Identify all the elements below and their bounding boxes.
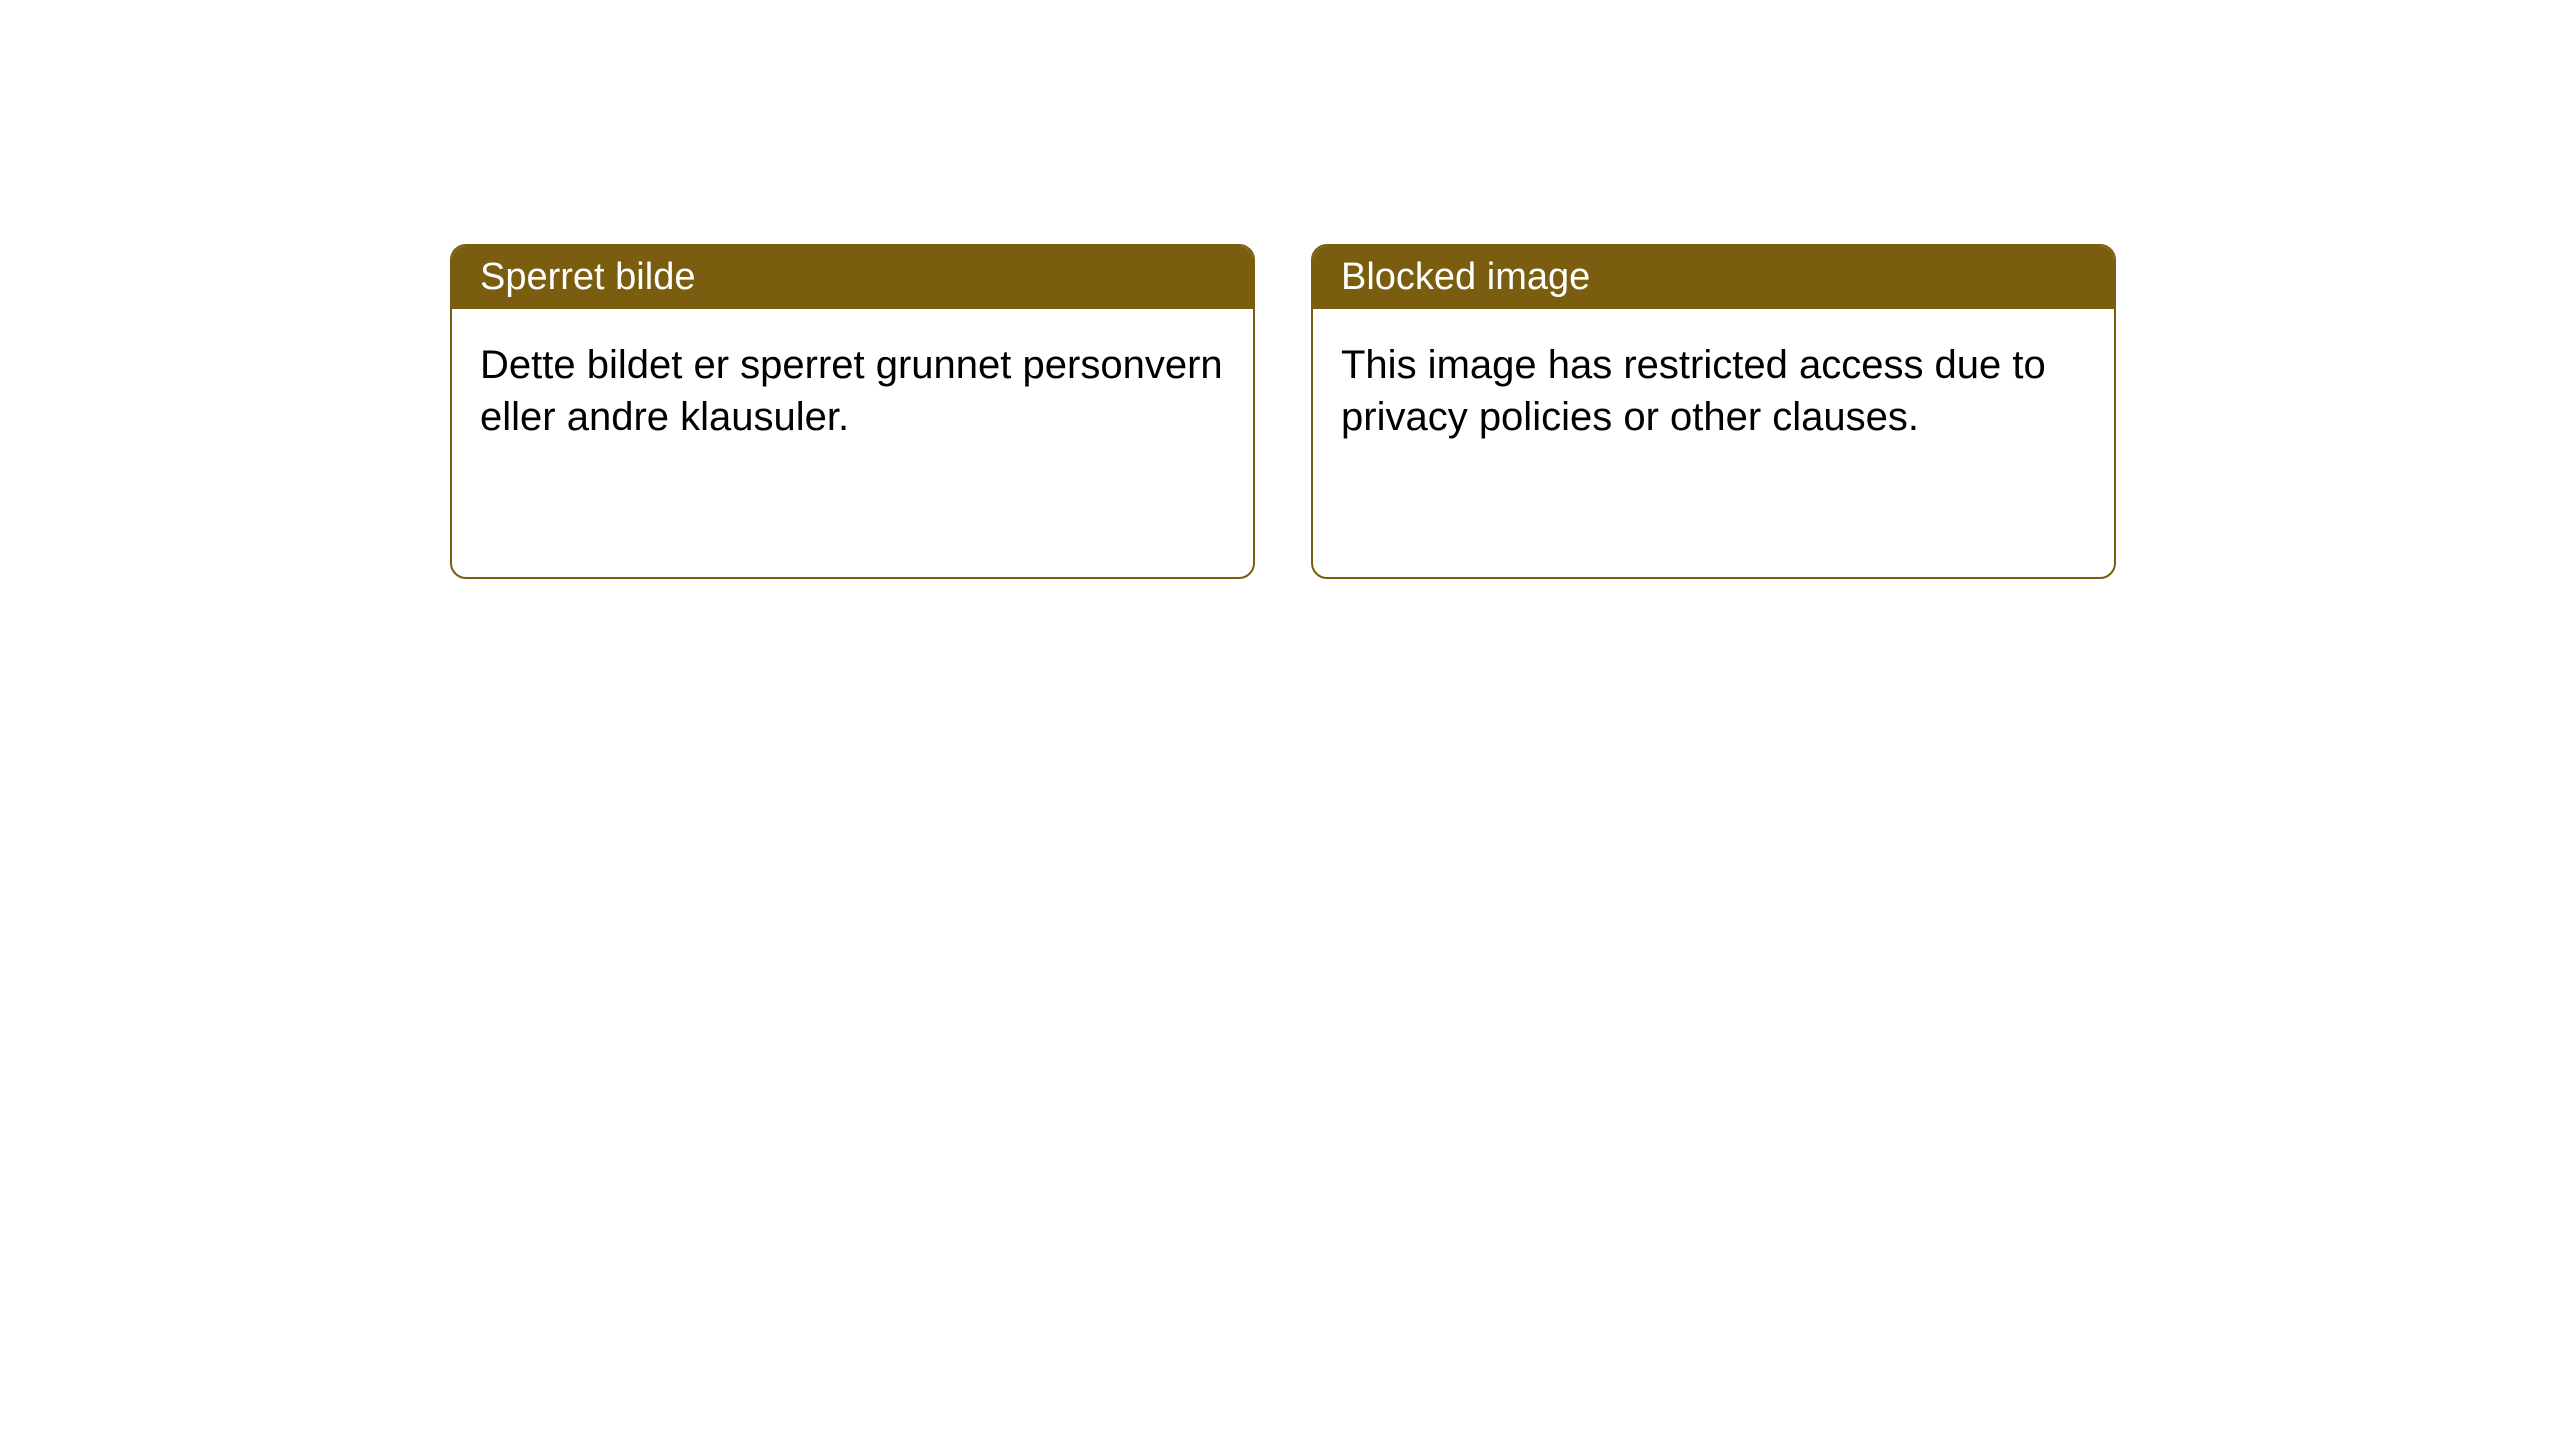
- notice-header: Blocked image: [1313, 246, 2114, 309]
- notice-box-norwegian: Sperret bilde Dette bildet er sperret gr…: [450, 244, 1255, 579]
- notice-title: Blocked image: [1341, 256, 1590, 298]
- notice-body: This image has restricted access due to …: [1313, 309, 2114, 473]
- notice-message: Dette bildet er sperret grunnet personve…: [480, 343, 1223, 439]
- notice-box-english: Blocked image This image has restricted …: [1311, 244, 2116, 579]
- notice-container: Sperret bilde Dette bildet er sperret gr…: [0, 0, 2560, 579]
- notice-title: Sperret bilde: [480, 256, 695, 298]
- notice-body: Dette bildet er sperret grunnet personve…: [452, 309, 1253, 473]
- notice-header: Sperret bilde: [452, 246, 1253, 309]
- notice-message: This image has restricted access due to …: [1341, 343, 2046, 439]
